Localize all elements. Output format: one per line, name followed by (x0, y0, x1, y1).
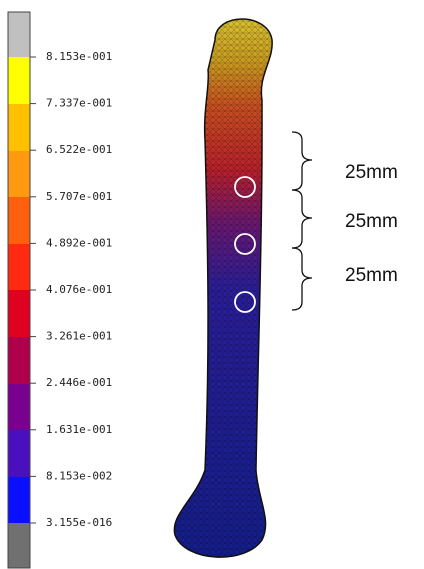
distance-label: 25mm (345, 265, 398, 286)
color-legend: 8.153e-001 7.337e-001 6.522e-001 5.707e-001… (8, 12, 112, 568)
legend-label: 2.446e-001 (46, 376, 112, 389)
legend-label: 1.631e-001 (46, 423, 112, 436)
figure: 8.153e-001 7.337e-001 6.522e-001 5.707e-001… (0, 0, 424, 569)
legend-label: 8.153e-001 (46, 50, 112, 63)
distance-label: 25mm (345, 211, 398, 232)
legend-label: 4.076e-001 (46, 283, 112, 296)
legend-label: 3.261e-001 (46, 330, 112, 343)
legend-label: 6.522e-001 (46, 143, 112, 156)
legend-label: 4.892e-001 (46, 236, 112, 249)
distance-label: 25mm (345, 162, 398, 183)
legend-label: 5.707e-001 (46, 190, 112, 203)
braces (292, 132, 312, 310)
legend-label: 8.153e-002 (46, 469, 112, 482)
legend-label: 3.155e-016 (46, 516, 112, 529)
bone-model (174, 19, 272, 557)
legend-label: 7.337e-001 (46, 97, 112, 110)
